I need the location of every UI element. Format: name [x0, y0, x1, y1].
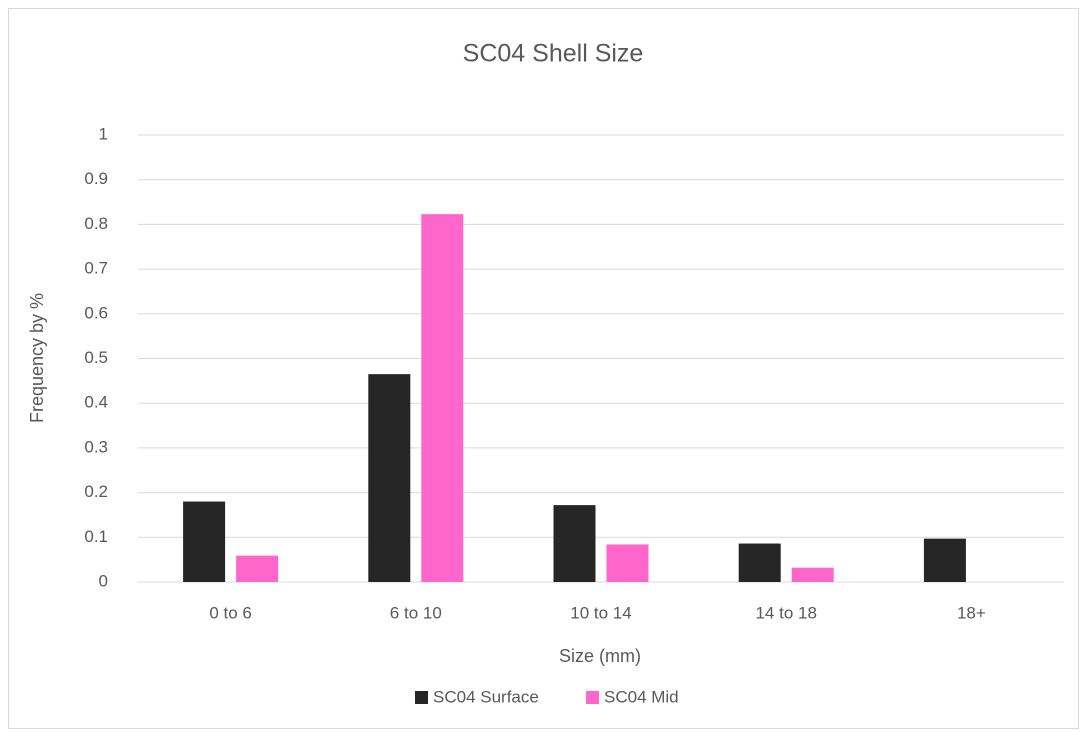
bar	[183, 501, 226, 582]
x-tick-label: 14 to 18	[755, 603, 816, 622]
x-tick-label: 0 to 6	[209, 603, 252, 622]
y-tick-label: 0.5	[84, 348, 108, 367]
x-tick-label: 10 to 14	[570, 603, 631, 622]
y-tick-label: 0.9	[84, 169, 108, 188]
bar	[368, 374, 411, 582]
x-tick-label: 18+	[957, 603, 986, 622]
bar	[553, 505, 596, 582]
bar	[791, 567, 834, 582]
y-tick-label: 0.4	[84, 393, 108, 412]
y-axis-label: Frequency by %	[27, 293, 47, 423]
chart-title: SC04 Shell Size	[463, 40, 644, 68]
y-tick-label: 0.2	[84, 482, 108, 501]
x-axis-label: Size (mm)	[559, 646, 641, 666]
legend-swatch	[586, 691, 599, 704]
bar	[738, 543, 781, 582]
y-tick-label: 0.8	[84, 214, 108, 233]
legend-label: SC04 Surface	[433, 687, 539, 706]
y-tick-label: 0	[99, 571, 108, 590]
x-tick-label: 6 to 10	[390, 603, 442, 622]
bar	[923, 538, 966, 582]
y-tick-label: 0.6	[84, 303, 108, 322]
y-tick-label: 0.7	[84, 259, 108, 278]
bar	[606, 544, 649, 582]
bar	[236, 555, 279, 582]
y-tick-label: 1	[99, 124, 108, 143]
y-tick-label: 0.1	[84, 527, 108, 546]
bar	[421, 214, 464, 582]
legend-swatch	[415, 691, 428, 704]
y-tick-label: 0.3	[84, 437, 108, 456]
chart-border	[8, 8, 1079, 729]
legend-label: SC04 Mid	[604, 687, 679, 706]
